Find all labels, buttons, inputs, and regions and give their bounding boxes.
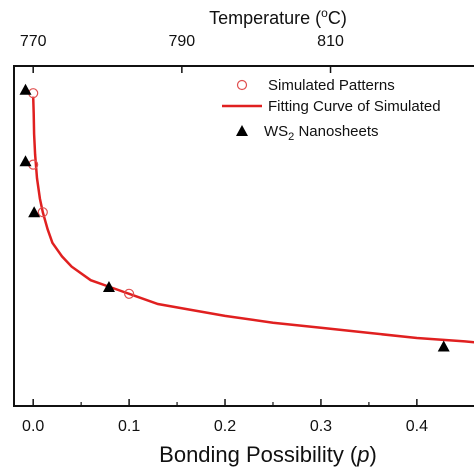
legend: Simulated Patterns Fitting Curve of Simu… [222, 77, 441, 143]
top-axis-ticks: 770 790 810 [20, 33, 344, 73]
legend-circle-marker [236, 79, 248, 91]
x-tick-label: 0.2 [214, 418, 236, 435]
legend-triangle-marker [236, 125, 248, 136]
legend-label-simulated: Simulated Patterns [268, 77, 395, 94]
top-tick-label: 790 [169, 33, 196, 50]
bottom-axis-ticks: 0.0 0.1 0.2 0.3 0.4 [22, 399, 428, 435]
legend-label-ws2-name: WS [264, 123, 288, 140]
ws2-point [437, 340, 450, 352]
top-axis-title-suffix: C) [328, 8, 347, 28]
top-tick-label: 810 [317, 33, 344, 50]
ws2-point [102, 281, 115, 292]
x-axis-title-close: ) [370, 442, 377, 467]
ws2-point [19, 155, 32, 167]
ws2-point [28, 206, 41, 218]
legend-label-ws2-sub: 2 [288, 131, 294, 143]
x-tick-label: 0.3 [310, 418, 332, 435]
x-tick-label: 0.4 [406, 418, 428, 435]
top-axis-title-prefix: Temperature ( [209, 8, 321, 28]
ws2-point [19, 83, 32, 95]
x-tick-label: 0.1 [118, 418, 140, 435]
series-layer [19, 83, 474, 352]
x-axis-title: Bonding Possibility (p) [159, 442, 377, 467]
legend-label-fitting: Fitting Curve of Simulated [268, 98, 441, 115]
x-axis-title-var: p [356, 442, 369, 467]
x-axis-title-main: Bonding Possibility ( [159, 442, 358, 467]
legend-label-ws2-suffix: Nanosheets [294, 123, 378, 140]
simulated-point [37, 207, 48, 218]
top-axis-title-sup: o [321, 6, 328, 20]
simulated-point [124, 288, 135, 299]
x-tick-label: 0.0 [22, 418, 44, 435]
legend-label-ws2: WS2 Nanosheets [264, 123, 379, 143]
plot-frame [13, 65, 474, 407]
top-tick-label: 770 [20, 33, 47, 50]
top-axis-title: Temperature (oC) [209, 6, 347, 28]
fitting-curve [31, 96, 474, 344]
